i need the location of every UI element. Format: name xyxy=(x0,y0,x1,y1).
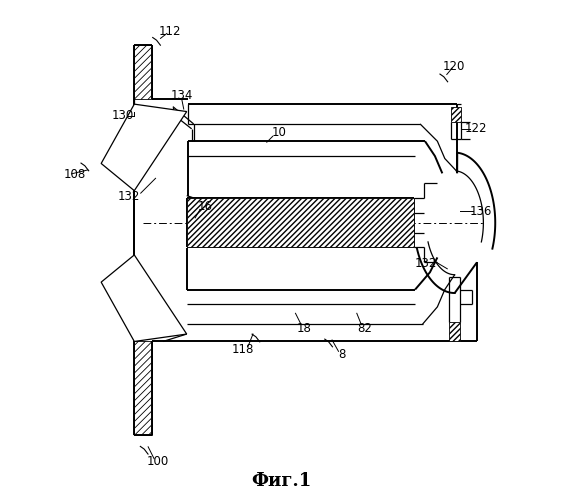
Polygon shape xyxy=(101,255,187,342)
Text: 18: 18 xyxy=(296,322,311,334)
Text: Фиг.1: Фиг.1 xyxy=(252,472,312,490)
Text: 118: 118 xyxy=(232,344,254,356)
Polygon shape xyxy=(187,198,414,246)
Text: 100: 100 xyxy=(147,455,169,468)
Text: 8: 8 xyxy=(338,348,346,362)
Text: 108: 108 xyxy=(64,168,86,181)
Polygon shape xyxy=(449,322,460,342)
Text: 122: 122 xyxy=(464,122,487,136)
Polygon shape xyxy=(101,104,187,190)
Text: 120: 120 xyxy=(443,60,465,72)
Text: 10: 10 xyxy=(272,126,286,139)
Text: 132: 132 xyxy=(415,258,437,270)
Text: 134: 134 xyxy=(171,89,193,102)
Text: 136: 136 xyxy=(469,205,492,218)
Text: 16: 16 xyxy=(198,200,212,213)
Text: 130: 130 xyxy=(111,109,133,122)
Text: 82: 82 xyxy=(358,322,372,334)
Polygon shape xyxy=(451,106,461,122)
Text: 112: 112 xyxy=(159,25,182,38)
Text: 132: 132 xyxy=(118,190,141,203)
